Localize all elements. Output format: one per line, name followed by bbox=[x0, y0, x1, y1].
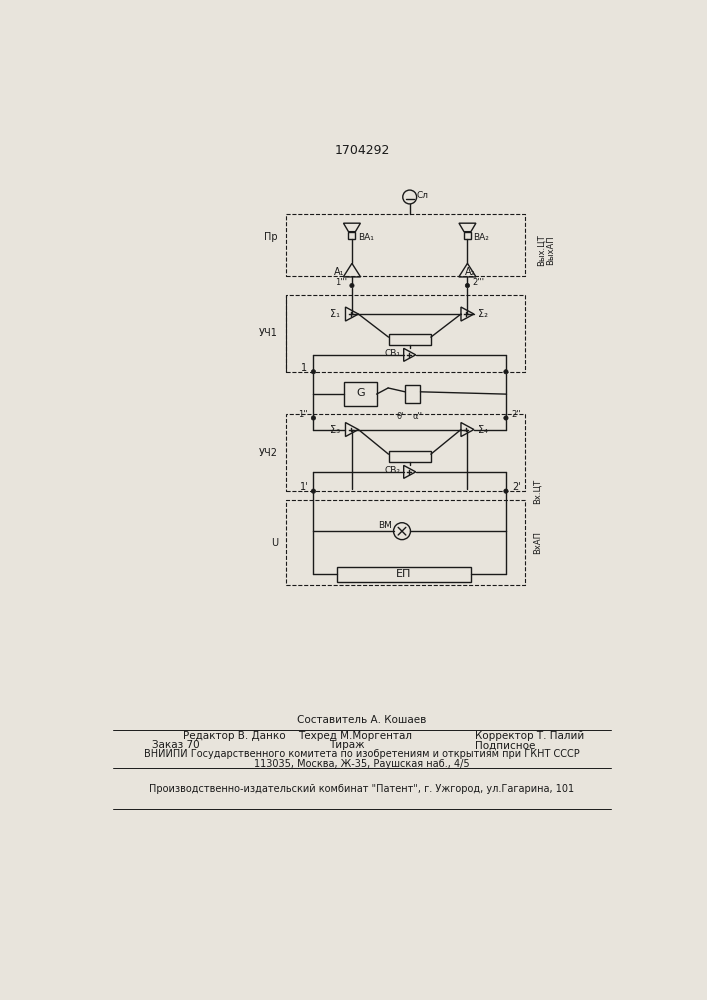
Text: Редактор В. Данко: Редактор В. Данко bbox=[182, 731, 285, 741]
Text: 2''': 2''' bbox=[472, 278, 484, 287]
Text: Производственно-издательский комбинат "Патент", г. Ужгород, ул.Гагарина, 101: Производственно-издательский комбинат "П… bbox=[149, 784, 575, 794]
Text: U: U bbox=[271, 538, 278, 548]
Text: G: G bbox=[356, 388, 365, 398]
Text: Σ₂: Σ₂ bbox=[478, 309, 488, 319]
Text: Заказ 70: Заказ 70 bbox=[152, 740, 199, 750]
Circle shape bbox=[504, 370, 508, 374]
Text: СВ₂: СВ₂ bbox=[385, 466, 401, 475]
Text: ВА₂: ВА₂ bbox=[474, 233, 489, 242]
Text: Техред М.Моргентал: Техред М.Моргентал bbox=[298, 731, 412, 741]
Bar bbox=[389, 334, 431, 345]
Circle shape bbox=[350, 283, 354, 288]
Text: Σ₃: Σ₃ bbox=[330, 425, 340, 435]
Text: Составитель А. Кошаев: Составитель А. Кошаев bbox=[297, 715, 426, 725]
Text: СВ₁: СВ₁ bbox=[385, 349, 401, 358]
Circle shape bbox=[504, 489, 508, 493]
Bar bbox=[405, 385, 421, 403]
Circle shape bbox=[504, 416, 508, 420]
Text: Тираж: Тираж bbox=[329, 740, 365, 750]
Circle shape bbox=[311, 416, 315, 420]
Text: ВыхАП: ВыхАП bbox=[546, 235, 555, 265]
Text: 1704292: 1704292 bbox=[334, 144, 390, 157]
Text: ВхАП: ВхАП bbox=[533, 531, 542, 554]
Bar bbox=[337, 567, 472, 582]
Bar bbox=[464, 232, 471, 239]
Text: Вх.ЦТ: Вх.ЦТ bbox=[533, 479, 542, 504]
Text: УЧ2: УЧ2 bbox=[259, 448, 278, 458]
Text: θ': θ' bbox=[397, 412, 404, 421]
Text: Подписное: Подписное bbox=[475, 740, 535, 750]
Text: 1'': 1'' bbox=[298, 410, 308, 419]
Text: Σ₁: Σ₁ bbox=[330, 309, 340, 319]
Circle shape bbox=[311, 489, 315, 493]
Text: 1: 1 bbox=[301, 363, 308, 373]
Text: А₁: А₁ bbox=[334, 267, 345, 277]
Bar bbox=[286, 414, 525, 491]
Bar bbox=[349, 232, 356, 239]
Text: Сл: Сл bbox=[416, 191, 428, 200]
Circle shape bbox=[311, 370, 315, 374]
Text: α'': α'' bbox=[412, 412, 422, 421]
Text: 1': 1' bbox=[300, 482, 308, 492]
Text: 113035, Москва, Ж-35, Раушская наб., 4/5: 113035, Москва, Ж-35, Раушская наб., 4/5 bbox=[254, 759, 469, 769]
Text: А₂: А₂ bbox=[465, 267, 476, 277]
Bar bbox=[286, 214, 525, 276]
Text: 2'': 2'' bbox=[512, 410, 522, 419]
Text: ВНИИПИ Государственного комитета по изобретениям и открытиям при ГКНТ СССР: ВНИИПИ Государственного комитета по изоб… bbox=[144, 749, 580, 759]
Circle shape bbox=[465, 283, 469, 288]
Text: ЕП: ЕП bbox=[396, 569, 411, 579]
Text: 1''': 1''' bbox=[335, 278, 347, 287]
Text: 2': 2' bbox=[513, 482, 521, 492]
Bar bbox=[286, 295, 525, 372]
Bar bbox=[286, 500, 525, 585]
Text: Пр: Пр bbox=[264, 232, 278, 242]
Text: Корректор Т. Палий: Корректор Т. Палий bbox=[475, 731, 585, 741]
Text: ВМ: ВМ bbox=[378, 521, 392, 530]
Text: УЧ1: УЧ1 bbox=[259, 328, 278, 338]
Bar bbox=[344, 382, 377, 406]
Text: Σ₄: Σ₄ bbox=[478, 425, 488, 435]
Bar bbox=[389, 451, 431, 462]
Text: Вых.ЦТ: Вых.ЦТ bbox=[537, 234, 546, 266]
Text: ВА₁: ВА₁ bbox=[358, 233, 374, 242]
